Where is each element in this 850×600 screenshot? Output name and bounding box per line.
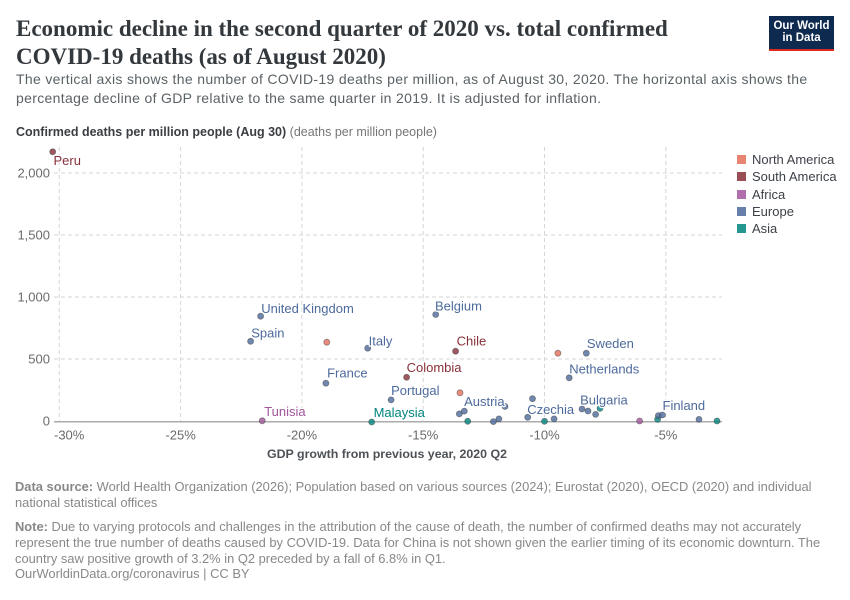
svg-text:Peru: Peru bbox=[54, 153, 81, 168]
svg-text:GDP growth from previous year,: GDP growth from previous year, 2020 Q2 bbox=[267, 447, 507, 461]
svg-text:France: France bbox=[327, 365, 367, 380]
svg-text:Colombia: Colombia bbox=[407, 360, 463, 375]
svg-text:Netherlands: Netherlands bbox=[569, 362, 640, 377]
svg-text:Austria: Austria bbox=[464, 394, 505, 409]
svg-text:-25%: -25% bbox=[165, 428, 196, 443]
svg-text:Sweden: Sweden bbox=[587, 336, 634, 351]
svg-text:Finland: Finland bbox=[663, 398, 706, 413]
svg-text:Czechia: Czechia bbox=[527, 402, 575, 417]
svg-text:Spain: Spain bbox=[251, 326, 284, 341]
svg-text:-10%: -10% bbox=[529, 428, 560, 443]
svg-text:500: 500 bbox=[28, 352, 50, 367]
svg-text:United Kingdom: United Kingdom bbox=[261, 301, 354, 316]
svg-text:2,000: 2,000 bbox=[17, 166, 50, 181]
svg-text:Chile: Chile bbox=[457, 334, 487, 349]
svg-text:-20%: -20% bbox=[287, 428, 318, 443]
svg-text:Belgium: Belgium bbox=[435, 298, 482, 313]
svg-text:Portugal: Portugal bbox=[391, 383, 440, 398]
svg-text:1,500: 1,500 bbox=[17, 228, 50, 243]
svg-text:-30%: -30% bbox=[54, 428, 85, 443]
svg-text:0: 0 bbox=[43, 414, 50, 429]
svg-text:Malaysia: Malaysia bbox=[374, 405, 426, 420]
svg-text:-15%: -15% bbox=[408, 428, 439, 443]
svg-text:-5%: -5% bbox=[654, 428, 678, 443]
svg-text:Bulgaria: Bulgaria bbox=[580, 392, 628, 407]
svg-text:1,000: 1,000 bbox=[17, 290, 50, 305]
svg-text:Italy: Italy bbox=[369, 333, 393, 348]
svg-text:Tunisia: Tunisia bbox=[264, 404, 306, 419]
